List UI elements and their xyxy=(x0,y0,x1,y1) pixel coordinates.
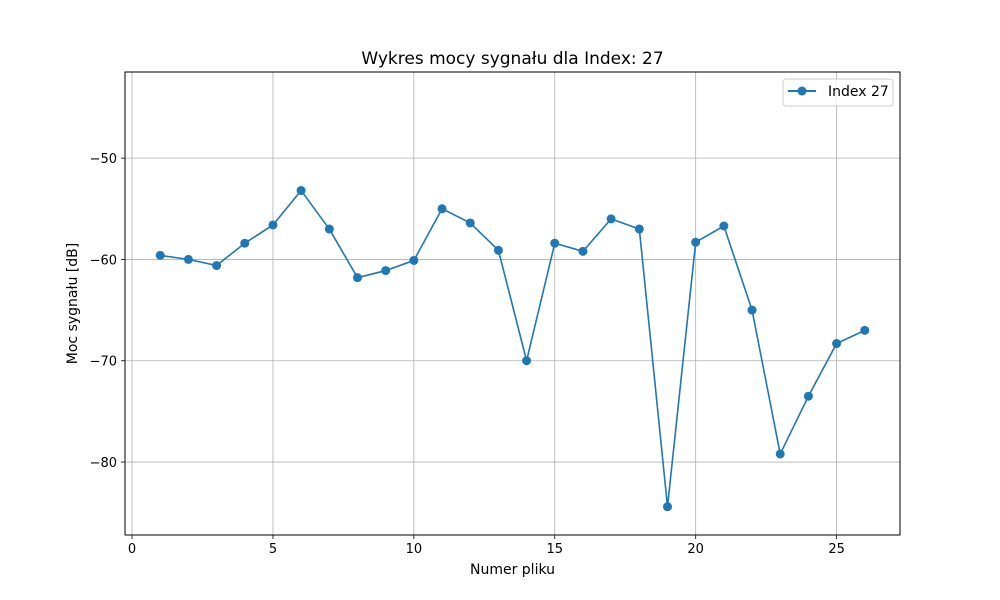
data-point xyxy=(437,204,447,214)
data-point xyxy=(155,250,165,260)
data-point xyxy=(578,246,588,256)
x-tick-label: 5 xyxy=(269,542,277,557)
x-tick-label: 0 xyxy=(128,542,136,557)
data-point xyxy=(719,221,729,231)
data-point xyxy=(296,186,306,196)
chart-title: Wykres mocy sygnału dla Index: 27 xyxy=(361,49,663,69)
legend-box xyxy=(782,78,894,107)
x-tick-label: 20 xyxy=(687,542,704,557)
data-point xyxy=(353,273,362,283)
y-tick-label: −80 xyxy=(90,456,117,471)
y-tick-label: −70 xyxy=(90,355,117,370)
y-axis-label: Moc sygnału [dB] xyxy=(65,243,81,364)
y-axis: −80 −70 −60 −50 xyxy=(90,152,125,471)
data-point xyxy=(634,224,644,234)
data-point xyxy=(409,255,419,265)
data-point xyxy=(860,325,870,335)
x-tick-label: 25 xyxy=(828,542,845,557)
data-point xyxy=(747,305,757,315)
x-tick-label: 15 xyxy=(546,542,563,557)
legend: Index 27 xyxy=(782,78,894,107)
data-point xyxy=(381,266,391,276)
data-point xyxy=(240,238,250,248)
plot-area xyxy=(124,71,901,536)
data-point xyxy=(183,254,193,264)
data-point xyxy=(832,339,842,349)
x-axis: 0 5 10 15 20 25 xyxy=(128,535,845,557)
data-point xyxy=(775,449,785,459)
data-point xyxy=(493,245,503,255)
y-tick-label: −60 xyxy=(90,253,117,268)
grid xyxy=(125,72,900,535)
x-axis-label: Numer pliku xyxy=(470,562,555,578)
legend-label: Index 27 xyxy=(828,84,889,100)
legend-marker-swatch xyxy=(797,86,807,96)
data-point xyxy=(663,502,672,512)
y-tick-label: −50 xyxy=(90,152,117,167)
data-point xyxy=(803,391,813,401)
data-point xyxy=(268,220,278,230)
data-point xyxy=(465,218,475,228)
data-point xyxy=(550,238,560,248)
series-line xyxy=(160,189,866,508)
x-tick-label: 10 xyxy=(406,542,423,557)
series-layer xyxy=(155,186,870,512)
data-point xyxy=(606,214,616,224)
data-point xyxy=(691,237,701,247)
data-point xyxy=(212,261,222,271)
data-point xyxy=(324,224,334,234)
data-point xyxy=(522,356,532,366)
